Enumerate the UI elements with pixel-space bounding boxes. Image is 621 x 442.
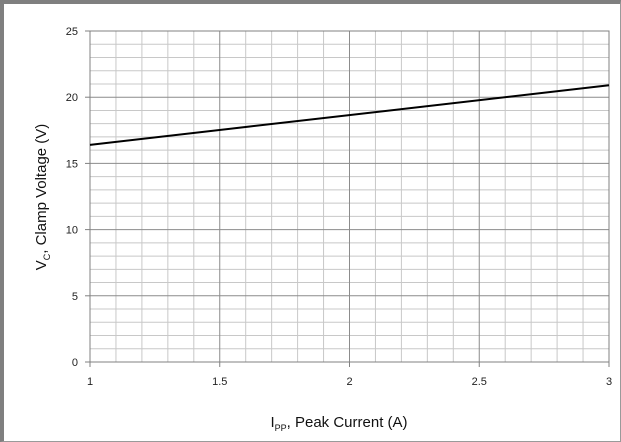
x-tick-label: 3 bbox=[606, 376, 612, 388]
y-tick-label: 20 bbox=[66, 92, 78, 104]
y-tick-labels: 0 5 10 15 20 25 bbox=[66, 26, 90, 369]
y-tick-label: 0 bbox=[72, 357, 78, 369]
y-axis-title-rest: , Clamp Voltage (V) bbox=[33, 124, 50, 254]
x-tick-labels: 1 1.5 2 2.5 3 bbox=[87, 362, 612, 388]
x-axis-title: IPP, Peak Current (A) bbox=[270, 414, 407, 433]
x-tick-label: 2 bbox=[346, 376, 352, 388]
y-tick-label: 15 bbox=[66, 158, 78, 170]
x-axis-title-sub: PP bbox=[275, 423, 287, 433]
x-tick-label: 1.5 bbox=[212, 376, 227, 388]
series-layer bbox=[89, 84, 610, 146]
x-axis-title-main: I bbox=[270, 414, 274, 431]
y-axis-title-sub: C bbox=[42, 253, 52, 260]
y-tick-label: 5 bbox=[72, 291, 78, 303]
x-tick-label: 2.5 bbox=[472, 376, 487, 388]
y-axis-title: VC, Clamp Voltage (V) bbox=[33, 124, 52, 271]
y-tick-label: 10 bbox=[66, 225, 78, 237]
x-axis-title-rest: , Peak Current (A) bbox=[287, 414, 408, 431]
y-tick-label: 25 bbox=[66, 26, 78, 38]
y-axis-title-main: V bbox=[33, 260, 50, 270]
x-tick-label: 1 bbox=[87, 376, 93, 388]
clamp-voltage-line bbox=[89, 84, 610, 146]
